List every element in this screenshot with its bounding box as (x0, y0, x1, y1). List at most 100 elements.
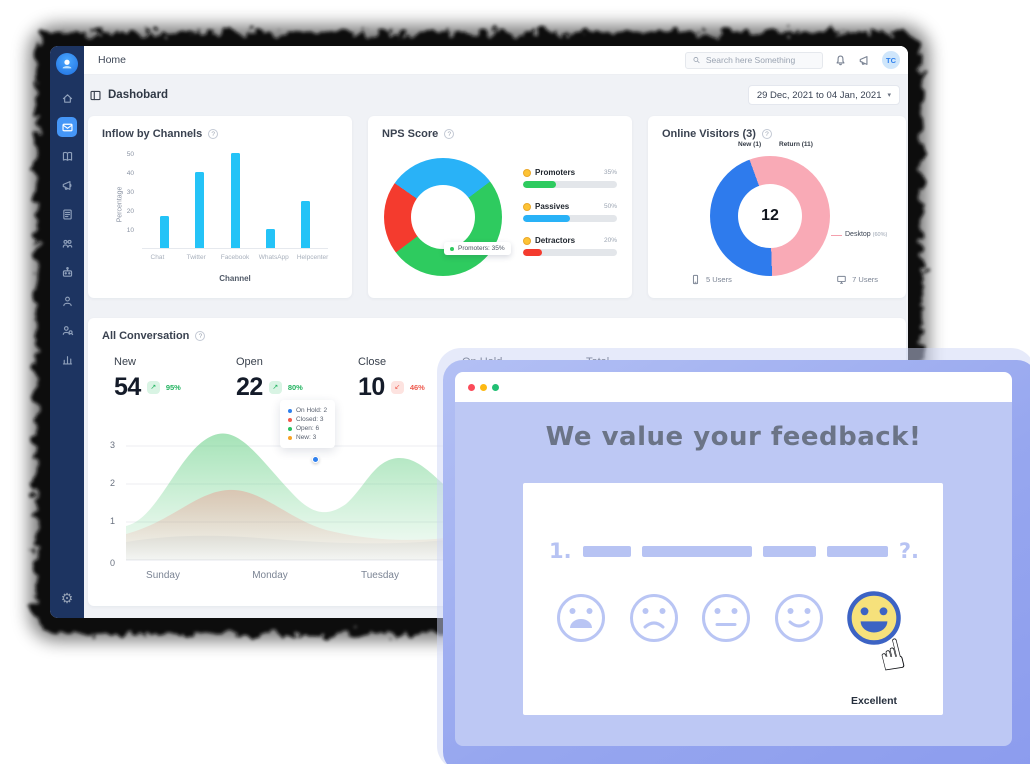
rating-scale (555, 589, 903, 647)
bar-facebook (230, 153, 240, 248)
rating-very-sad-icon[interactable] (555, 592, 607, 644)
placeholder-bar (762, 545, 817, 557)
placeholder-bar (642, 545, 752, 557)
info-icon[interactable] (208, 129, 219, 139)
mail-icon (61, 123, 73, 131)
person-icon (62, 296, 72, 306)
return-visitors-label: Return (11) (779, 141, 813, 148)
breadcrumb[interactable]: Home (98, 54, 127, 66)
trend-down-icon (390, 380, 404, 394)
book-icon (62, 151, 72, 161)
y-axis-label: Percentage (116, 186, 124, 223)
nps-score-card: NPS Score Promoters: 35% Promoters 3 (368, 116, 632, 298)
mobile-users: 5 Users (690, 274, 732, 285)
bot-icon (62, 266, 72, 277)
new-visitors-label: New (1) (738, 141, 762, 148)
question-placeholder-row: 1. ?. (549, 539, 919, 563)
feedback-titlebar (455, 372, 1012, 402)
stat-open: Open 22 80% (236, 356, 303, 401)
trend-up-icon (146, 380, 160, 394)
sidebar-item-contacts[interactable] (57, 291, 77, 311)
card-title: Inflow by Channels (102, 128, 203, 140)
y-tick: 3 (110, 440, 116, 450)
home-icon (62, 93, 72, 103)
info-icon[interactable] (444, 129, 455, 139)
pointer-hand-cursor (873, 629, 910, 683)
online-visitors-card: Online Visitors (3) New (1) Return (11) … (648, 116, 906, 298)
device-users-row: 5 Users 7 Users (690, 274, 878, 285)
visitors-donut-chart: 12 (710, 156, 830, 276)
sidebar-item-knowledge-base[interactable] (57, 146, 77, 166)
rating-excellent-icon[interactable] (845, 589, 903, 647)
emoji-icon (523, 236, 531, 245)
inflow-by-channels-card: Inflow by Channels Percentage 50 40 30 2… (88, 116, 352, 298)
total-visitors-value: 12 (761, 207, 779, 224)
x-label-monday: Monday (252, 570, 288, 581)
dashboard-icon (90, 90, 101, 100)
maximize-button[interactable] (492, 383, 499, 391)
desktop-share-label: Desktop (60%) (845, 231, 888, 238)
announcements-button[interactable] (858, 54, 871, 67)
chart-tooltip: On Hold: 2 Closed: 3 Open: 6 New: 3 (280, 400, 336, 448)
feedback-window: We value your feedback! 1. ?. (455, 372, 1012, 746)
settings-gear-icon[interactable] (50, 590, 84, 608)
info-icon[interactable] (195, 331, 206, 341)
selected-rating-label: Excellent (850, 695, 898, 707)
x-label-tuesday: Tuesday (361, 570, 399, 581)
monitor-icon (837, 275, 846, 284)
y-tick: 0 (110, 558, 116, 568)
nps-legend: Promoters 35% Passives 50% (523, 168, 617, 270)
form-list-icon (62, 208, 72, 220)
emoji-icon (523, 168, 531, 177)
sidebar-item-teams[interactable] (57, 233, 77, 253)
nps-donut-chart (384, 158, 502, 276)
close-button[interactable] (468, 383, 475, 391)
y-tick: 1 (110, 516, 116, 526)
x-axis-labels: Chat Twitter Facebook WhatsApp Helpcente… (150, 254, 329, 261)
info-icon[interactable] (761, 129, 772, 139)
sidebar-item-home[interactable] (57, 88, 77, 108)
team-icon (62, 239, 72, 248)
rating-sad-icon[interactable] (628, 592, 680, 644)
sidebar (50, 46, 84, 618)
notifications-button[interactable] (834, 54, 847, 67)
megaphone-icon (859, 55, 868, 65)
sidebar-nav (50, 88, 84, 369)
legend-row-promoters: Promoters 35% (523, 168, 617, 188)
sidebar-item-announcements[interactable] (57, 175, 77, 195)
rating-happy-icon[interactable] (773, 592, 825, 644)
y-tick: 20 (126, 208, 134, 215)
sidebar-item-bot[interactable] (57, 262, 77, 282)
user-avatar[interactable]: TC (882, 51, 900, 69)
nps-chart-tooltip: Promoters: 35% (444, 242, 511, 255)
minimize-button[interactable] (480, 383, 487, 391)
stat-new: New 54 95% (114, 356, 181, 401)
rating-neutral-icon[interactable] (700, 592, 752, 644)
search-icon (693, 57, 700, 64)
y-tick: 50 (126, 151, 134, 158)
feedback-title: We value your feedback! (545, 422, 922, 452)
sidebar-item-agent-search[interactable] (57, 320, 77, 340)
desktop-leader-line (831, 235, 842, 236)
legend-row-detractors: Detractors 20% (523, 236, 617, 256)
bell-icon (836, 55, 845, 65)
app-logo[interactable] (56, 53, 78, 75)
phone-icon (692, 274, 699, 285)
y-tick: 40 (126, 170, 134, 177)
desktop-users: 7 Users (836, 274, 878, 285)
bar-chat (160, 215, 169, 248)
placeholder-bar (582, 545, 632, 557)
search-box[interactable] (685, 51, 823, 69)
topbar: Home TC (84, 46, 908, 75)
sidebar-item-inbox[interactable] (57, 117, 77, 137)
search-input[interactable] (705, 55, 816, 65)
y-tick: 2 (110, 478, 116, 488)
date-range-picker[interactable]: 29 Dec, 2021 to 04 Jan, 2021 (747, 85, 900, 105)
stat-close: Close 10 46% (358, 356, 425, 401)
sidebar-item-forms[interactable] (57, 204, 77, 224)
card-title: All Conversation (102, 330, 190, 342)
megaphone-icon (62, 180, 71, 190)
date-range-value: 29 Dec, 2021 to 04 Jan, 2021 (756, 89, 882, 101)
sidebar-item-reports[interactable] (57, 349, 77, 369)
